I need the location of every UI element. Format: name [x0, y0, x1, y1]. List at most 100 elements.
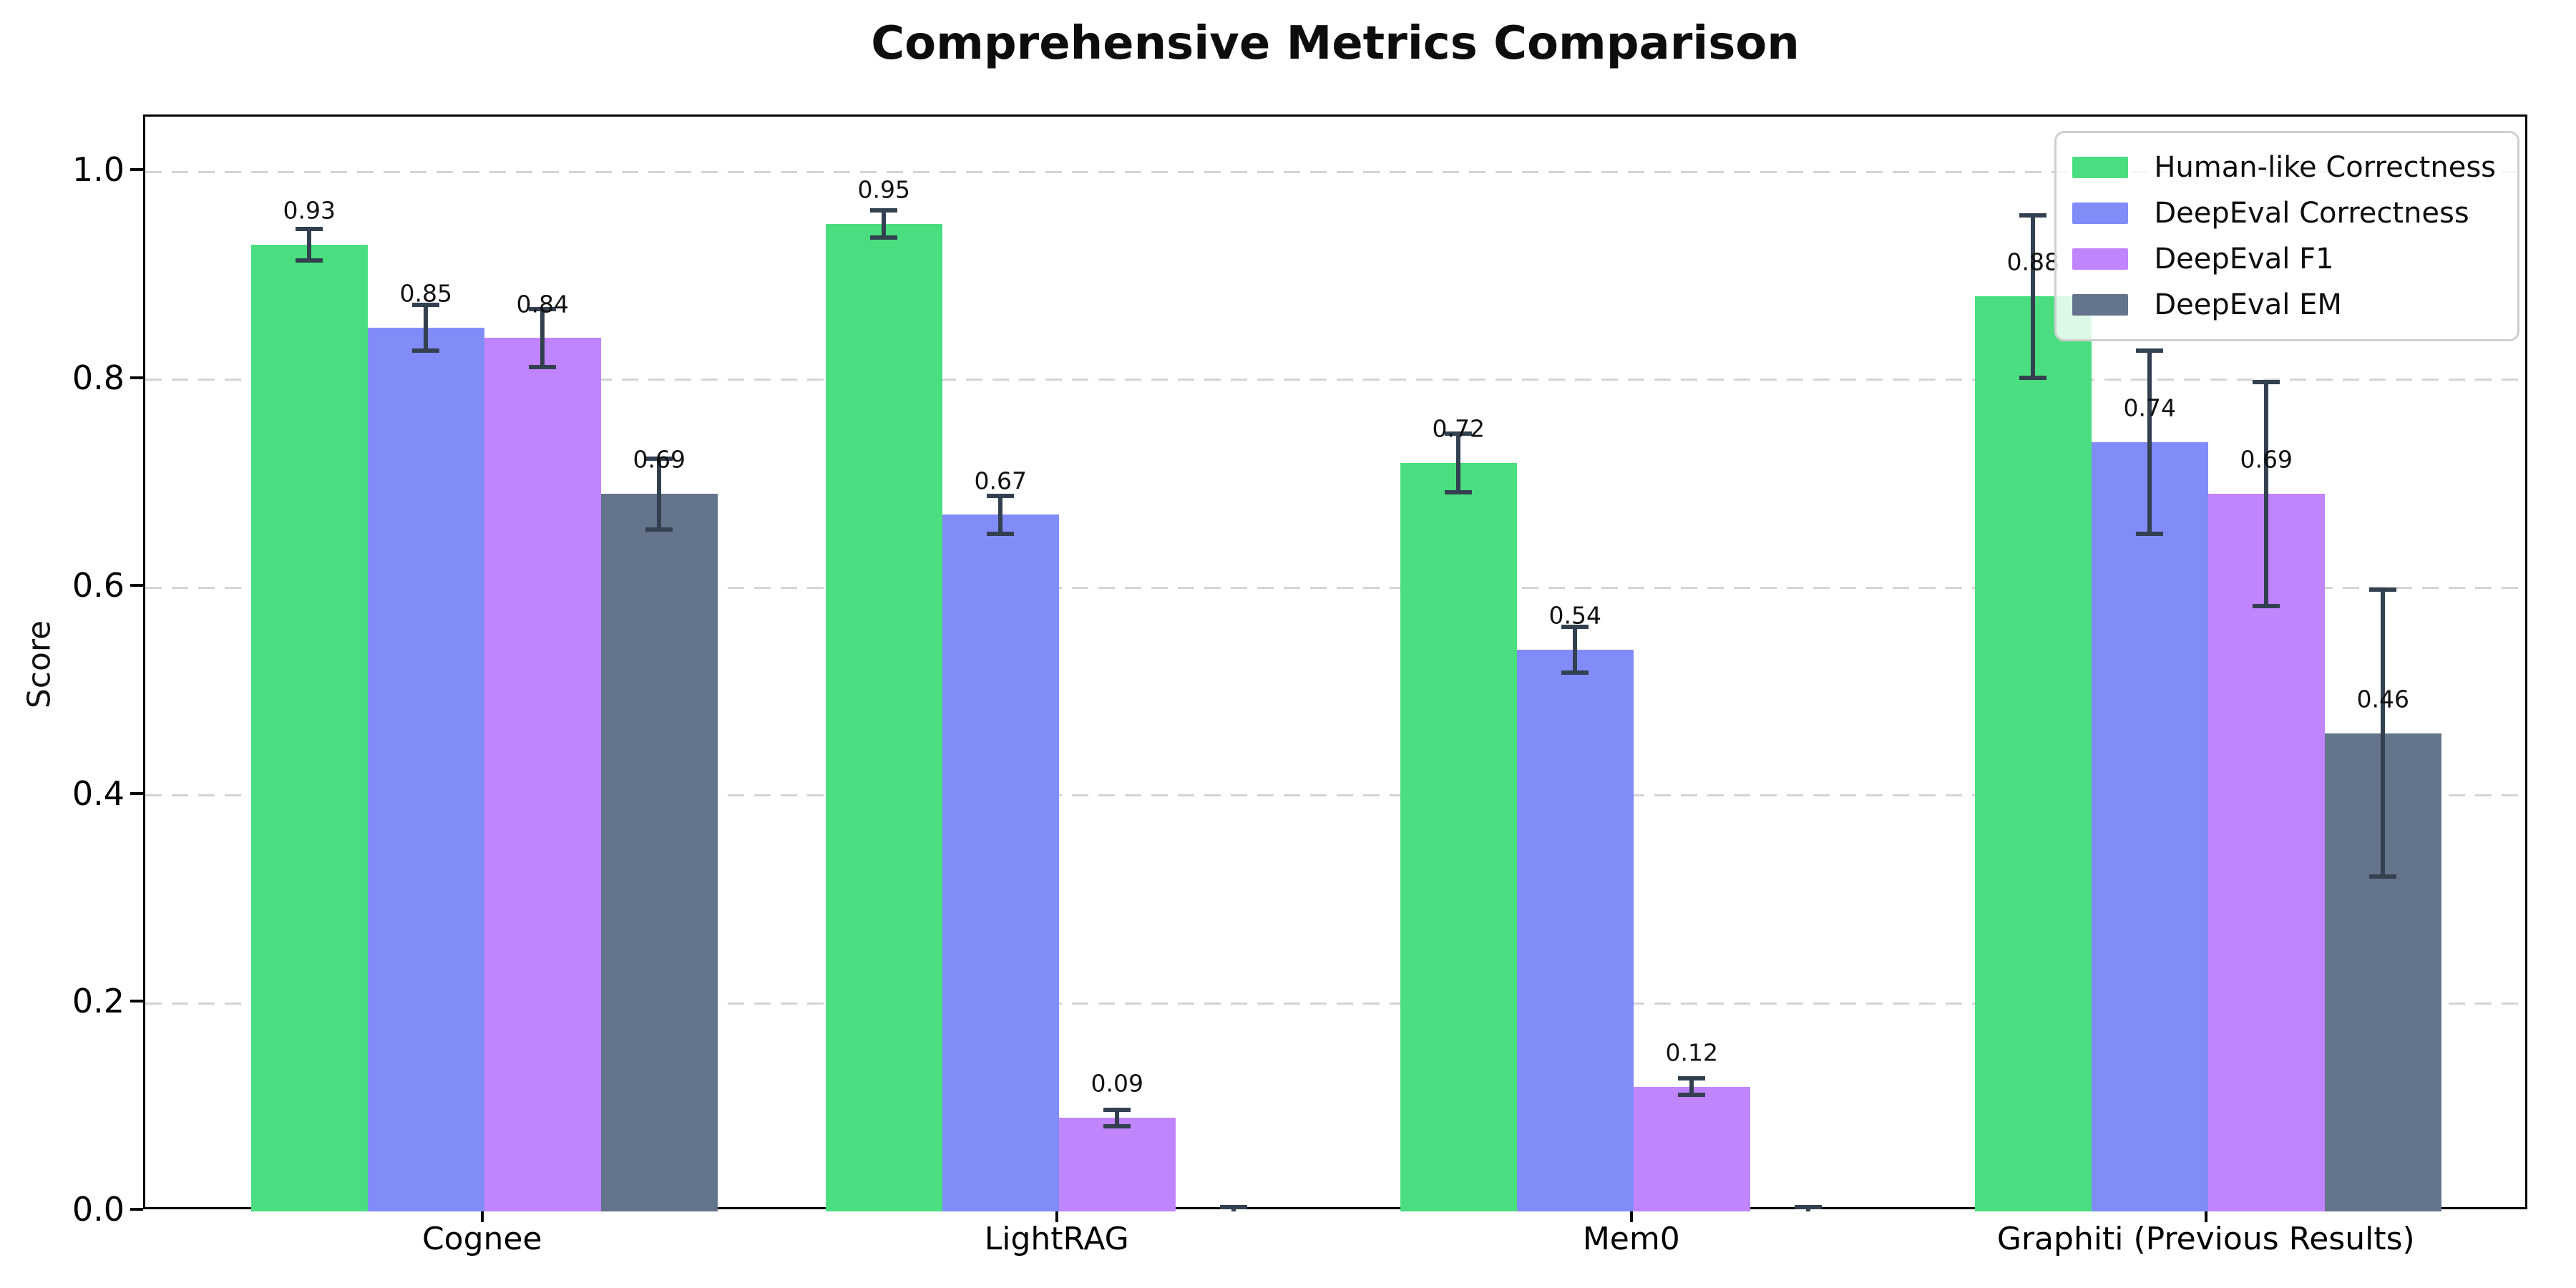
error-bar-cap-top [870, 208, 898, 213]
bar-value-label: 0.72 [1432, 414, 1485, 443]
bar-Cognee-DeepEval F1 [484, 338, 601, 1211]
error-bar-cap-bottom [296, 258, 323, 263]
error-bar-cap-top [2019, 213, 2047, 218]
legend-label: DeepEval Correctness [2154, 197, 2469, 230]
y-tick-label: 0.8 [72, 358, 125, 397]
error-bar-cap-bottom [2253, 604, 2280, 609]
bar-Mem0-DeepEval F1 [1633, 1086, 1750, 1211]
bar-value-label: 0.09 [1091, 1069, 1144, 1098]
error-bar-cap-top [1445, 431, 1473, 436]
legend-swatch [2072, 248, 2129, 270]
error-bar [1115, 1109, 1120, 1126]
gridline-y-0.8 [145, 379, 2525, 381]
bar-Graphiti (Previous Results)-DeepEval Correctness [2091, 441, 2208, 1211]
error-bar-cap-bottom [412, 348, 440, 353]
bar-value-label: 0.54 [1548, 601, 1602, 630]
y-tick-mark [130, 1000, 143, 1003]
error-bar-cap-bottom [2136, 531, 2164, 536]
bar-LightRAG-DeepEval Correctness [942, 514, 1059, 1211]
bar-value-label: 0.95 [857, 175, 911, 204]
error-bar-cap-top [1561, 625, 1589, 630]
error-bar-cap-top [2253, 379, 2280, 384]
error-bar-cap-bottom [645, 527, 673, 532]
error-bar [424, 304, 429, 351]
y-tick-label: 0.0 [72, 1190, 125, 1229]
bar-Mem0-Human-like Correctness [1400, 462, 1517, 1211]
x-tick-label: Mem0 [1582, 1221, 1680, 1257]
error-bar-cap-top [529, 306, 557, 311]
gridline-y-0.6 [145, 586, 2525, 589]
y-axis-label: Score [21, 620, 58, 709]
bar-Graphiti (Previous Results)-Human-like Correctness [1974, 296, 2092, 1211]
bar-Graphiti (Previous Results)-DeepEval F1 [2207, 494, 2325, 1211]
error-bar-cap-bottom [2369, 874, 2397, 879]
error-bar [1689, 1078, 1694, 1096]
legend-label: Human-like Correctness [2154, 151, 2496, 184]
bar-value-label: 0.84 [516, 290, 570, 318]
bar-value-label: 0.93 [283, 196, 336, 225]
legend-swatch [2072, 157, 2129, 178]
error-bar-cap-top [987, 494, 1015, 499]
bar-value-label: 0.74 [2123, 394, 2177, 422]
gridline-y-0.2 [145, 1002, 2525, 1005]
error-bar-cap-bottom [870, 235, 898, 240]
plot-area: Human-like Correctness DeepEval Correctne… [143, 114, 2527, 1211]
error-bar-cap-top [645, 457, 673, 462]
error-bar [882, 210, 887, 238]
error-bar [307, 228, 312, 260]
y-tick-mark [130, 791, 143, 795]
legend-item-DeepEval F1: DeepEval F1 [2072, 236, 2496, 282]
gridline-y-0.4 [145, 794, 2525, 797]
x-tick-mark [1055, 1209, 1058, 1222]
error-bar-cap-bottom [529, 365, 557, 370]
bar-LightRAG-Human-like Correctness [825, 223, 942, 1211]
legend-item-DeepEval EM: DeepEval EM [2072, 282, 2496, 328]
error-bar-cap-bottom [1678, 1093, 1706, 1098]
error-bar-cap-top [412, 302, 440, 307]
x-tick-mark [480, 1209, 484, 1222]
y-tick-label: 0.2 [72, 982, 125, 1021]
bar-Cognee-DeepEval EM [600, 494, 718, 1211]
error-bar [2147, 350, 2152, 534]
error-bar [998, 496, 1003, 534]
bar-value-label: 0.69 [2240, 445, 2293, 474]
bar-value-label: 0.88 [2006, 248, 2060, 276]
error-bar-cap-bottom [1103, 1123, 1131, 1128]
legend-swatch [2072, 294, 2129, 316]
error-bar [657, 459, 662, 530]
bar-Cognee-Human-like Correctness [250, 244, 368, 1211]
y-tick-label: 0.4 [72, 774, 125, 813]
x-tick-label: LightRAG [984, 1221, 1129, 1257]
error-bar [2264, 381, 2269, 607]
legend: Human-like Correctness DeepEval Correctne… [2054, 131, 2519, 341]
bar-value-label: 0.67 [974, 467, 1028, 495]
y-tick-label: 0.6 [72, 566, 125, 605]
x-tick-label: Graphiti (Previous Results) [1996, 1221, 2415, 1257]
x-tick-mark [1629, 1209, 1633, 1222]
error-bar [1573, 627, 1578, 673]
chart-title: Comprehensive Metrics Comparison [871, 17, 1800, 70]
y-tick-mark [130, 376, 143, 379]
legend-swatch [2072, 203, 2129, 224]
legend-label: DeepEval F1 [2154, 243, 2334, 275]
bar-Mem0-DeepEval Correctness [1516, 650, 1634, 1211]
error-bar-cap-top [2136, 348, 2164, 353]
y-tick-mark [130, 168, 143, 171]
bar-value-label: 0.46 [2356, 685, 2410, 713]
error-bar-cap-bottom [2019, 375, 2047, 380]
x-tick-mark [2204, 1209, 2207, 1222]
legend-label: DeepEval EM [2154, 288, 2342, 321]
error-bar-cap-top [2369, 587, 2397, 592]
y-tick-label: 1.0 [72, 150, 125, 189]
error-bar [2031, 215, 2036, 378]
error-bar-cap-top [1103, 1107, 1131, 1112]
error-bar [1456, 434, 1461, 492]
error-bar-cap-bottom [1561, 670, 1589, 675]
legend-item-Human-like Correctness: Human-like Correctness [2072, 145, 2496, 190]
error-bar-cap-top [1678, 1076, 1706, 1081]
error-bar-cap-top [1795, 1205, 1823, 1210]
error-bar [540, 308, 545, 368]
error-bar-cap-bottom [1445, 489, 1473, 494]
gridline-y-1.0 [145, 170, 2525, 173]
